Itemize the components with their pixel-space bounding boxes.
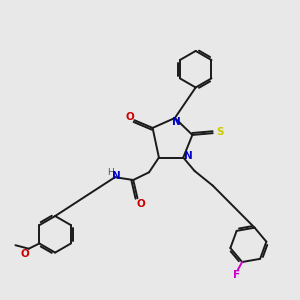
Text: N: N	[172, 117, 180, 127]
Text: O: O	[21, 249, 30, 259]
Text: S: S	[217, 128, 224, 137]
Text: O: O	[136, 199, 146, 208]
Text: F: F	[233, 270, 240, 280]
Text: N: N	[112, 172, 121, 182]
Text: O: O	[126, 112, 134, 122]
Text: N: N	[184, 151, 193, 161]
Text: H: H	[107, 168, 114, 177]
